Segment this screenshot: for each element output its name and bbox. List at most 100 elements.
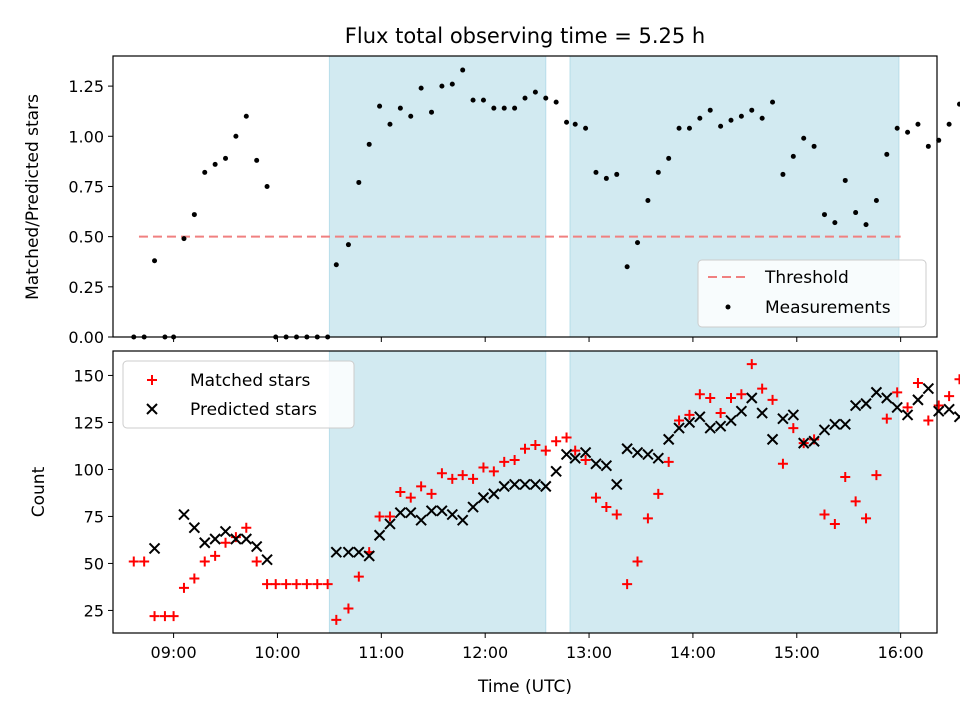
predicted-stars-point: [839, 418, 851, 431]
matched-stars-point: [540, 445, 551, 456]
measurement-point: [905, 129, 911, 135]
y-tick-label: 50: [84, 554, 104, 573]
predicted-stars-point: [600, 459, 613, 472]
measurement-point: [564, 119, 570, 125]
matched-stars-point: [230, 532, 241, 543]
measurement-point: [429, 109, 435, 115]
matched-stars-point: [488, 466, 499, 477]
top-legend: Threshold Measurements: [697, 259, 927, 328]
measurement-point: [480, 97, 486, 103]
predicted-stars-point: [797, 437, 810, 449]
matched-stars-point: [902, 402, 913, 413]
x-tick-label: 14:00: [670, 643, 716, 662]
predicted-stars-point: [704, 422, 716, 434]
predicted-stars-point: [870, 386, 883, 399]
measurement-point: [655, 169, 661, 175]
measurement-point: [532, 89, 538, 95]
matched-stars-point: [343, 603, 354, 614]
measurement-point: [614, 171, 620, 177]
y-tick-label: 0.75: [68, 177, 104, 196]
measurement-point: [770, 99, 776, 105]
predicted-stars-point: [808, 435, 820, 447]
matched-stars-point: [159, 611, 170, 622]
measurement-point: [718, 123, 724, 129]
measurement-point: [738, 113, 744, 119]
matched-stars-point: [478, 462, 489, 473]
measurement-point: [759, 115, 765, 121]
legend-matched-swatch: [147, 375, 157, 385]
predicted-stars-point: [209, 533, 221, 545]
matched-stars-point: [954, 374, 960, 385]
predicted-stars-point: [373, 529, 386, 541]
measurement-point: [264, 183, 270, 189]
measurement-point: [873, 198, 879, 204]
legend-threshold-label: Threshold: [764, 268, 849, 288]
measurement-point: [254, 157, 260, 163]
measurement-point: [946, 121, 952, 127]
predicted-stars-point: [787, 409, 800, 421]
measurement-point: [345, 242, 351, 248]
predicted-stars-point: [756, 407, 768, 419]
matched-stars-point: [580, 455, 591, 466]
matched-stars-point: [251, 556, 262, 567]
predicted-stars-point: [683, 416, 696, 429]
measurement-point: [223, 155, 229, 161]
predicted-stars-point: [642, 448, 654, 461]
predicted-stars-point: [590, 458, 602, 470]
matched-stars-point: [210, 550, 221, 561]
matched-stars-point: [746, 359, 757, 370]
predicted-stars-point: [353, 546, 365, 558]
y-tick-label: 1.00: [68, 127, 104, 146]
matched-stars-point: [892, 387, 903, 398]
measurement-point: [666, 155, 672, 161]
predicted-stars-point: [529, 478, 542, 491]
measurement-point: [191, 212, 197, 218]
matched-stars-point: [861, 513, 872, 524]
predicted-stars-point: [735, 405, 748, 417]
x-tick-label: 13:00: [566, 643, 612, 662]
predicted-stars-point: [188, 522, 201, 534]
predicted-stars-point: [405, 506, 417, 519]
matched-stars-point: [353, 571, 364, 582]
matched-stars-point: [840, 471, 851, 482]
measurement-point: [377, 103, 383, 109]
matched-stars-point: [189, 573, 200, 584]
matched-stars-point: [850, 496, 861, 507]
measurement-point: [408, 113, 414, 119]
matched-stars-point: [694, 389, 705, 400]
predicted-stars-point: [219, 525, 232, 538]
matched-stars-point: [570, 445, 581, 456]
matched-stars-point: [301, 579, 312, 590]
measurement-point: [832, 220, 838, 226]
matched-stars-point: [881, 413, 892, 424]
matched-stars-point: [178, 582, 189, 593]
x-tick-label: 15:00: [774, 643, 820, 662]
legend-measurements-label: Measurements: [765, 298, 891, 318]
measurement-point: [439, 83, 445, 89]
measurement-point: [749, 107, 755, 113]
measurement-point: [853, 210, 859, 216]
matched-stars-point: [611, 509, 622, 520]
matched-stars-point: [509, 455, 520, 466]
matched-stars-point: [520, 443, 530, 454]
predicted-stars-point: [240, 533, 253, 545]
matched-stars-point: [281, 579, 292, 590]
measurement-point: [397, 105, 403, 111]
measurement-point: [522, 95, 528, 101]
measurement-point: [356, 179, 362, 185]
predicted-stars-point: [519, 478, 531, 491]
predicted-stars-point: [384, 518, 396, 530]
matched-stars-point: [312, 579, 323, 590]
chart-title: Flux total observing time = 5.25 h: [345, 24, 705, 48]
measurement-point: [842, 177, 848, 183]
measurement-point: [884, 151, 890, 157]
matched-stars-point: [416, 481, 427, 492]
predicted-stars-point: [550, 465, 562, 478]
matched-stars-point: [395, 487, 406, 497]
x-tick-label: 16:00: [878, 643, 924, 662]
matched-stars-point: [642, 513, 653, 524]
measurement-point: [686, 125, 692, 131]
y-tick-label: 150: [73, 366, 104, 385]
matched-stars-point: [726, 393, 736, 403]
